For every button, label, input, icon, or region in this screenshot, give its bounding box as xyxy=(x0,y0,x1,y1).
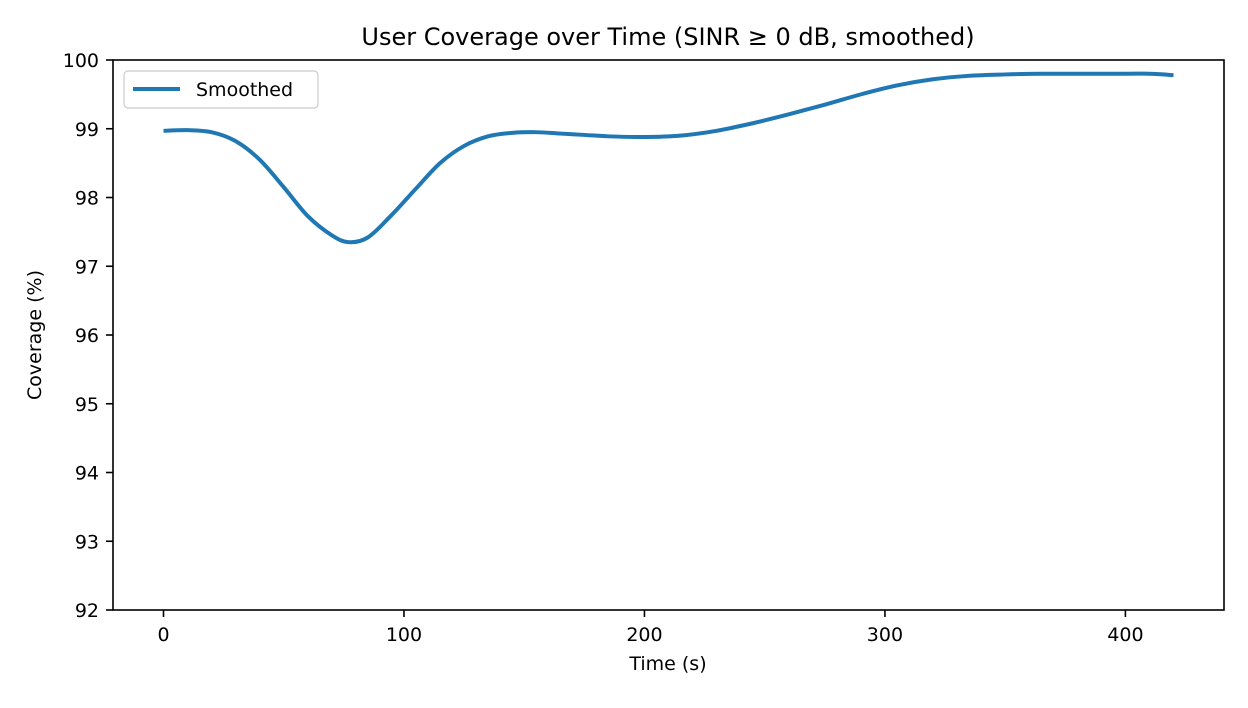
y-tick-label: 97 xyxy=(75,256,99,278)
y-axis-label: Coverage (%) xyxy=(24,270,46,400)
legend: Smoothed xyxy=(123,70,319,109)
y-tick-label: 100 xyxy=(63,50,99,72)
plot-area xyxy=(163,71,1174,245)
y-tick-label: 99 xyxy=(75,119,99,141)
y-tick-label: 95 xyxy=(75,394,99,416)
series-line-0 xyxy=(163,71,1174,245)
plot-frame xyxy=(112,59,1225,611)
x-axis-label: Time (s) xyxy=(628,653,706,675)
y-tick-label: 98 xyxy=(75,188,99,210)
y-tick-label: 96 xyxy=(75,325,99,347)
y-tick-label: 92 xyxy=(75,600,99,622)
chart-title: User Coverage over Time (SINR ≥ 0 dB, sm… xyxy=(361,23,974,51)
y-tick-label: 94 xyxy=(75,463,99,485)
y-tick-label: 93 xyxy=(75,531,99,553)
x-tick-label: 0 xyxy=(157,624,169,646)
legend-series-label: Smoothed xyxy=(196,79,293,101)
x-tick-label: 200 xyxy=(626,624,662,646)
axis-ticks: 0 100 200 300 400 92 93 94 95 96 97 98 99 100 xyxy=(63,50,1144,646)
x-tick-label: 300 xyxy=(867,624,903,646)
x-tick-label: 400 xyxy=(1107,624,1143,646)
x-tick-label: 100 xyxy=(386,624,422,646)
legend-box xyxy=(123,70,319,109)
